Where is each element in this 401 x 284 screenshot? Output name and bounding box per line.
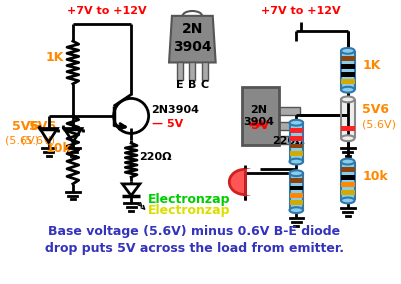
Ellipse shape [341, 97, 354, 102]
Bar [290, 185, 303, 191]
Ellipse shape [341, 198, 354, 203]
Text: B: B [188, 80, 196, 90]
Text: (5.6V): (5.6V) [21, 135, 55, 145]
Ellipse shape [341, 159, 354, 164]
Text: 220Ω: 220Ω [272, 136, 304, 146]
Text: Electronzap: Electronzap [148, 193, 231, 206]
Ellipse shape [290, 120, 303, 126]
Text: 3904: 3904 [173, 40, 212, 54]
Ellipse shape [341, 48, 354, 54]
Text: 1K: 1K [363, 59, 381, 72]
Bar [341, 162, 354, 201]
Bar [290, 200, 303, 205]
Text: 5V6: 5V6 [12, 120, 38, 133]
Ellipse shape [341, 135, 354, 141]
Polygon shape [169, 16, 216, 62]
Text: (5.6V): (5.6V) [363, 120, 396, 130]
Bar [290, 193, 303, 198]
Bar [279, 107, 300, 115]
Text: 220Ω: 220Ω [139, 152, 171, 162]
Bar [189, 62, 195, 80]
Text: drop puts 5V across the load from emitter.: drop puts 5V across the load from emitte… [45, 242, 344, 255]
Text: 1K: 1K [46, 51, 64, 64]
Bar [341, 167, 354, 172]
Bar [341, 56, 354, 61]
Bar [341, 99, 354, 138]
Bar [341, 64, 354, 69]
Text: (5.6V): (5.6V) [5, 135, 39, 145]
Ellipse shape [290, 207, 303, 213]
Ellipse shape [290, 159, 303, 164]
Ellipse shape [229, 169, 260, 195]
Bar [341, 182, 354, 187]
Bar [290, 144, 303, 149]
Text: 10k: 10k [363, 170, 388, 183]
Text: 5V6: 5V6 [29, 120, 56, 133]
FancyBboxPatch shape [242, 87, 279, 145]
Ellipse shape [290, 170, 303, 176]
Text: Electronzap: Electronzap [148, 204, 231, 217]
Bar [341, 51, 354, 90]
Text: 5V6: 5V6 [363, 103, 389, 116]
Bar [245, 169, 262, 195]
Bar [341, 80, 354, 84]
Text: 2N: 2N [182, 22, 203, 36]
Text: E: E [176, 80, 184, 90]
Bar [177, 62, 182, 80]
Bar [290, 136, 303, 141]
Bar [290, 173, 303, 210]
Bar [290, 123, 303, 162]
Text: 5V: 5V [251, 118, 269, 131]
Text: +7V to +12V: +7V to +12V [67, 6, 147, 16]
Bar [279, 122, 300, 130]
Text: Base voltage (5.6V) minus 0.6V B-E diode: Base voltage (5.6V) minus 0.6V B-E diode [48, 225, 340, 238]
Bar [341, 126, 354, 131]
Bar [341, 72, 354, 77]
Text: 2N
3904: 2N 3904 [243, 105, 274, 127]
Text: — 5V: — 5V [152, 119, 183, 129]
Bar [202, 62, 208, 80]
Ellipse shape [341, 87, 354, 93]
Text: 2N3904: 2N3904 [152, 105, 200, 115]
Bar [341, 190, 354, 195]
Bar [290, 151, 303, 156]
Bar [290, 178, 303, 183]
Text: C: C [201, 80, 209, 90]
Text: 10k: 10k [46, 142, 71, 155]
Bar [341, 175, 354, 179]
Text: +7V to +12V: +7V to +12V [261, 6, 341, 16]
Bar [290, 128, 303, 133]
Bar [279, 136, 300, 144]
